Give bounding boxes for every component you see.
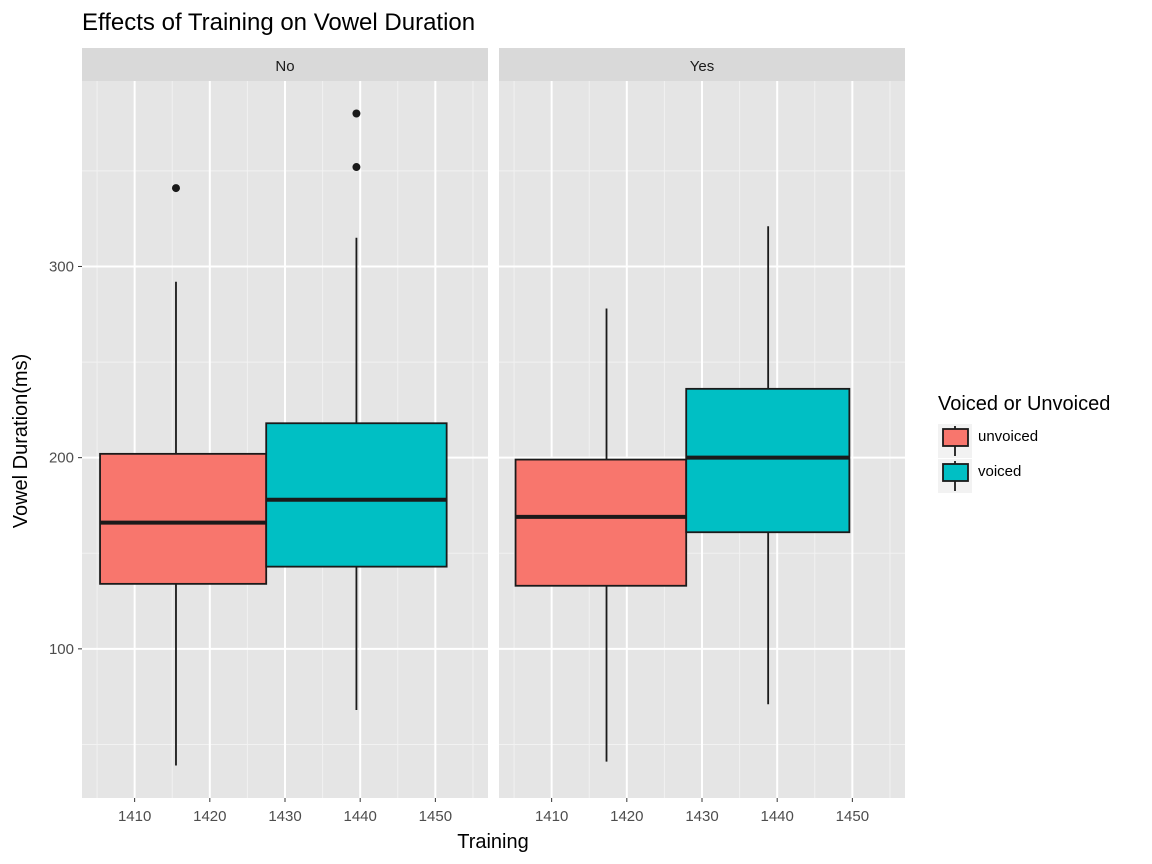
y-tick-label: 300 (49, 258, 74, 275)
y-axis-title: Vowel Duration(ms) (10, 354, 32, 529)
outlier-point (171, 184, 180, 193)
outlier-point (352, 163, 361, 172)
x-tick-label: 1420 (193, 808, 226, 825)
legend-label: voiced (978, 463, 1021, 480)
legend-key-voiced: voiced (938, 459, 1021, 493)
facet-strip (499, 48, 905, 81)
x-tick-label: 1430 (685, 808, 718, 825)
legend-key-unvoiced: unvoiced (938, 424, 1038, 458)
facet-panel-no: No 1410 1420 1430 1440 1450 100 200 300 (49, 48, 488, 825)
x-tick-label: 1410 (535, 808, 568, 825)
box-body (99, 452, 268, 585)
legend-key-swatch (942, 463, 969, 482)
x-tick-label: 1450 (419, 808, 452, 825)
chart-title: Effects of Training on Vowel Duration (82, 9, 475, 36)
box-yes-voiced (685, 226, 851, 705)
facet-label: Yes (690, 58, 714, 75)
legend: Voiced or Unvoiced unvoiced voiced (938, 393, 1110, 493)
legend-title: Voiced or Unvoiced (938, 393, 1110, 415)
x-tick-label: 1440 (343, 808, 376, 825)
box-body (514, 458, 688, 587)
x-tick-label: 1410 (118, 808, 151, 825)
outlier-point (352, 109, 361, 118)
box-no-voiced (265, 109, 448, 711)
legend-key-swatch (942, 428, 969, 447)
box-yes-unvoiced (514, 308, 688, 762)
x-tick-label: 1420 (610, 808, 643, 825)
facet-strip (82, 48, 488, 81)
y-tick-label: 200 (49, 450, 74, 467)
y-tick-label: 100 (49, 641, 74, 658)
x-tick-label: 1430 (268, 808, 301, 825)
box-no-unvoiced (99, 184, 268, 766)
box-body (685, 387, 851, 534)
box-body (265, 422, 448, 568)
x-axis-title: Training (457, 831, 529, 853)
x-tick-label: 1440 (760, 808, 793, 825)
x-tick-label: 1450 (836, 808, 869, 825)
facet-label: No (275, 58, 294, 75)
facet-panel-yes: Yes 1410 1420 1430 1440 1450 (499, 48, 905, 825)
legend-label: unvoiced (978, 428, 1038, 445)
